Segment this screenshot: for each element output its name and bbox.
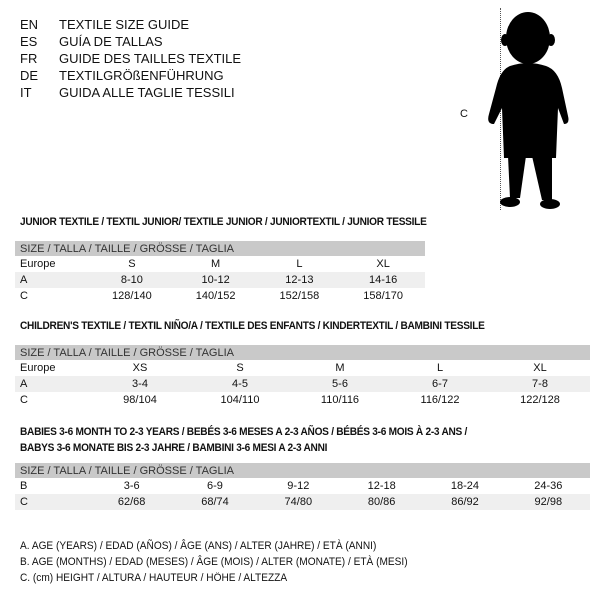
language-row: DE TEXTILGRÖßENFÜHRUNG (20, 67, 224, 84)
table-row: B 3-6 6-9 9-12 12-18 18-24 24-36 (15, 478, 590, 494)
language-row: ES GUÍA DE TALLAS (20, 33, 163, 50)
table-cell: XL (376, 258, 390, 270)
table-cell: 12-13 (285, 274, 314, 286)
table-cell: 128/140 (111, 290, 152, 302)
table-cell: 68/74 (201, 496, 229, 508)
table-header: SIZE / TALLA / TAILLE / GRÖSSE / TAGLIA (15, 241, 425, 256)
table-cell: M (211, 258, 221, 270)
table-header: SIZE / TALLA / TAILLE / GRÖSSE / TAGLIA (15, 463, 590, 478)
table-row: A 8-10 10-12 12-13 14-16 (15, 272, 425, 288)
row-label: C (20, 394, 28, 406)
legend-a: A. AGE (YEARS) / EDAD (AÑOS) / ÂGE (ANS)… (20, 540, 377, 552)
table-cell: 7-8 (532, 378, 548, 390)
table-row: A 3-4 4-5 5-6 6-7 7-8 (15, 376, 590, 392)
table-cell: 140/152 (195, 290, 236, 302)
language-title: GUÍA DE TALLAS (59, 34, 163, 49)
table-cell: 80/86 (367, 496, 396, 508)
table-cell: M (335, 362, 345, 374)
size-header-label: SIZE / TALLA / TAILLE / GRÖSSE / TAGLIA (20, 346, 234, 359)
children-title: CHILDREN'S TEXTILE / TEXTIL NIÑO/A / TEX… (20, 320, 485, 332)
table-cell: 86/92 (451, 496, 479, 508)
language-code: DE (20, 68, 39, 83)
language-code: ES (20, 34, 38, 49)
language-code: IT (20, 85, 32, 100)
table-cell: 116/122 (420, 394, 460, 406)
junior-size-table: SIZE / TALLA / TAILLE / GRÖSSE / TAGLIA E… (15, 241, 425, 304)
language-row: EN TEXTILE SIZE GUIDE (20, 16, 189, 33)
table-cell: 110/116 (320, 394, 360, 406)
row-label: Europe (20, 362, 56, 374)
table-cell: 158/170 (363, 290, 403, 302)
row-label: C (20, 290, 28, 302)
table-cell: XS (132, 362, 148, 374)
language-title: GUIDA ALLE TAGLIE TESSILI (59, 85, 235, 100)
table-cell: 9-12 (287, 480, 310, 492)
table-cell: 92/98 (534, 496, 563, 508)
table-cell: 18-24 (450, 480, 480, 492)
language-row: IT GUIDA ALLE TAGLIE TESSILI (20, 84, 235, 101)
table-cell: 104/110 (220, 394, 260, 406)
table-row: Europe S M L XL (15, 256, 425, 272)
table-cell: 5-6 (332, 378, 348, 390)
table-cell: 6-9 (207, 480, 223, 492)
table-row: C 62/68 68/74 74/80 80/86 86/92 92/98 (15, 494, 590, 510)
table-cell: 6-7 (432, 378, 448, 390)
table-cell: S (128, 258, 136, 270)
table-row: Europe XS S M L XL (15, 360, 590, 376)
table-cell: S (236, 362, 244, 374)
table-cell: 152/158 (279, 290, 320, 302)
table-cell: 98/104 (123, 394, 157, 406)
table-cell: XL (533, 362, 547, 374)
table-cell: L (296, 258, 303, 270)
table-header: SIZE / TALLA / TAILLE / GRÖSSE / TAGLIA (15, 345, 590, 360)
junior-title: JUNIOR TEXTILE / TEXTIL JUNIOR/ TEXTILE … (20, 216, 427, 228)
table-cell: 122/128 (520, 394, 560, 406)
children-size-table: SIZE / TALLA / TAILLE / GRÖSSE / TAGLIA E… (15, 345, 590, 408)
table-cell: 3-4 (132, 378, 148, 390)
row-label: A (20, 274, 28, 286)
table-row: C 98/104 104/110 110/116 116/122 122/128 (15, 392, 590, 408)
table-cell: 14-16 (369, 274, 398, 286)
babies-title-line1: BABIES 3-6 MONTH TO 2-3 YEARS / BEBÉS 3-… (20, 426, 468, 438)
table-cell: 3-6 (123, 480, 140, 492)
baby-silhouette-icon (488, 12, 569, 209)
row-label: A (20, 378, 28, 390)
language-row: FR GUIDE DES TAILLES TEXTILE (20, 50, 241, 67)
size-header-label: SIZE / TALLA / TAILLE / GRÖSSE / TAGLIA (20, 464, 234, 477)
row-label: B (20, 480, 28, 492)
table-cell: 12-18 (367, 480, 396, 492)
language-title: TEXTILGRÖßENFÜHRUNG (59, 68, 224, 83)
babies-title-line2: BABYS 3-6 MONATE BIS 2-3 JAHRE / BAMBINI… (20, 442, 328, 454)
legend-c: C. (cm) HEIGHT / ALTURA / HAUTEUR / HÖHE… (20, 572, 288, 584)
table-cell: 24-36 (534, 480, 563, 492)
language-title: GUIDE DES TAILLES TEXTILE (59, 51, 242, 66)
size-header-label: SIZE / TALLA / TAILLE / GRÖSSE / TAGLIA (20, 242, 234, 255)
table-row: C 128/140 140/152 152/158 158/170 (15, 288, 425, 304)
table-cell: 4-5 (232, 378, 248, 390)
table-cell: 10-12 (201, 274, 230, 286)
legend-b: B. AGE (MONTHS) / EDAD (MESES) / ÂGE (MO… (20, 556, 408, 568)
row-label: Europe (20, 258, 56, 270)
height-label: C (460, 108, 468, 120)
table-cell: 62/68 (117, 496, 146, 508)
table-cell: 8-10 (120, 274, 143, 286)
babies-size-table: SIZE / TALLA / TAILLE / GRÖSSE / TAGLIA B… (15, 463, 590, 510)
row-label: C (20, 496, 28, 508)
table-cell: 74/80 (284, 496, 313, 508)
language-code: EN (20, 17, 39, 32)
language-title: TEXTILE SIZE GUIDE (59, 17, 190, 32)
language-code: FR (20, 51, 38, 66)
table-cell: L (436, 362, 444, 374)
